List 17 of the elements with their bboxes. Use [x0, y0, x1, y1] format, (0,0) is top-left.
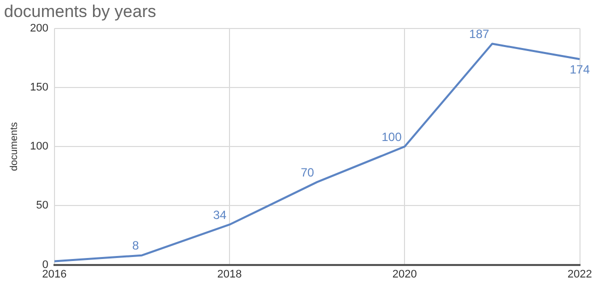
x-tick-label: 2022 — [568, 268, 592, 280]
y-tick-label: 200 — [30, 22, 48, 34]
x-tick-label: 2018 — [217, 268, 242, 280]
chart-title: documents by years — [4, 2, 156, 21]
x-tick-label: 2020 — [392, 268, 417, 280]
data-label: 187 — [469, 27, 490, 42]
data-label: 70 — [300, 165, 314, 180]
y-tick-label: 100 — [30, 140, 48, 153]
y-tick-label: 150 — [30, 82, 48, 94]
y-tick-label: 50 — [36, 200, 48, 212]
data-label: 100 — [382, 130, 402, 144]
x-tick-label: 2016 — [42, 268, 67, 280]
y-axis-title: documents — [8, 122, 20, 172]
data-label: 8 — [132, 238, 140, 253]
data-label: 174 — [570, 62, 590, 76]
y-tick-label: 0 — [42, 258, 48, 271]
data-label: 34 — [213, 208, 227, 222]
